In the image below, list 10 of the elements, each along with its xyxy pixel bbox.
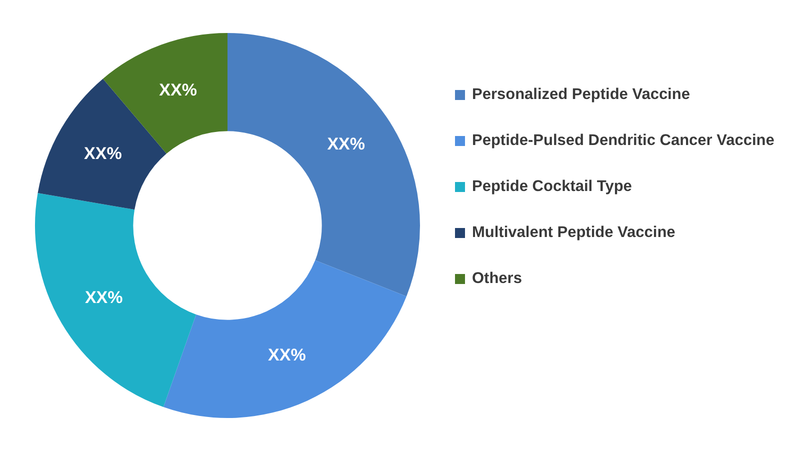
data-label: XX%	[268, 346, 306, 365]
legend-label: Peptide-Pulsed Dendritic Cancer Vaccine	[472, 131, 774, 151]
legend-label: Others	[472, 269, 522, 289]
data-label: XX%	[159, 80, 197, 100]
legend-label: Peptide Cocktail Type	[472, 177, 632, 197]
data-label: XX%	[84, 288, 123, 307]
legend-label: Multivalent Peptide Vaccine	[472, 223, 676, 243]
data-label: XX%	[327, 134, 366, 154]
data-label: XX%	[84, 144, 122, 164]
legend-label: Personalized Peptide Vaccine	[472, 85, 690, 105]
